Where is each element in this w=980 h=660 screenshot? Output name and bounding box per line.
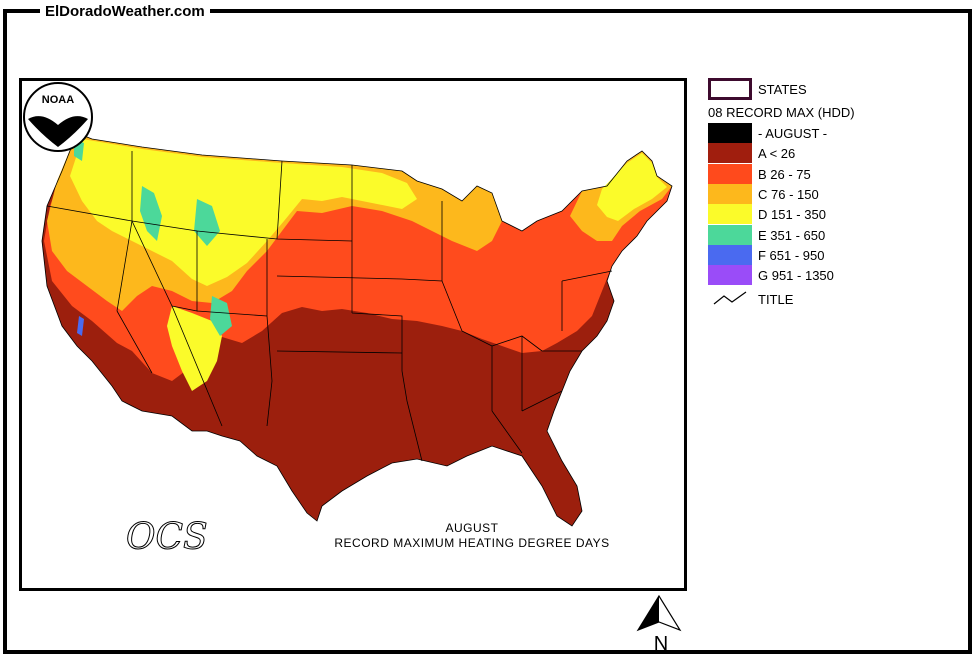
legend-swatch	[708, 265, 752, 286]
legend-label: B 26 - 75	[758, 166, 811, 182]
legend-heading: 08 RECORD MAX (HDD)	[708, 105, 855, 120]
outer-frame	[3, 9, 972, 654]
legend-title-label: TITLE	[758, 292, 794, 307]
noaa-logo: NOAA	[23, 82, 93, 152]
map-caption: AUGUST RECORD MAXIMUM HEATING DEGREE DAY…	[322, 521, 622, 551]
legend-item: F 651 - 950	[708, 244, 968, 265]
legend-swatch	[708, 143, 752, 164]
legend-item: D 151 - 350	[708, 204, 968, 225]
legend-swatch	[708, 224, 752, 245]
legend-label: - AUGUST -	[758, 126, 828, 141]
ocs-text: OCS	[126, 517, 209, 559]
legend-states-label: STATES	[758, 82, 807, 97]
legend-swatch	[708, 244, 752, 265]
title-line-icon	[713, 291, 747, 305]
us-map	[41, 132, 673, 527]
legend-swatch	[708, 123, 752, 143]
north-arrow-icon: N	[636, 594, 682, 654]
state-borders	[41, 132, 673, 527]
caption-line2: RECORD MAXIMUM HEATING DEGREE DAYS	[334, 536, 610, 550]
caption-line1: AUGUST	[445, 521, 499, 535]
zone-e	[74, 139, 232, 336]
legend-states-swatch	[708, 78, 752, 100]
legend-item: A < 26	[708, 143, 968, 164]
legend-item: B 26 - 75	[708, 163, 968, 184]
legend-item: - AUGUST -	[708, 123, 968, 143]
north-label: N	[654, 633, 668, 654]
zone-f	[77, 316, 84, 336]
legend-label: F 651 - 950	[758, 247, 825, 263]
legend-swatch	[708, 163, 752, 184]
legend-swatch	[708, 204, 752, 225]
legend-label: G 951 - 1350	[758, 268, 834, 284]
legend-item: G 951 - 1350	[708, 265, 968, 286]
legend-item: C 76 - 150	[708, 183, 968, 204]
legend-label: C 76 - 150	[758, 186, 819, 202]
legend-item: E 351 - 650	[708, 224, 968, 245]
zone-d	[70, 139, 667, 391]
legend-swatch	[708, 183, 752, 204]
legend-label: E 351 - 650	[758, 227, 826, 243]
map-panel: NOAA OCS AUGUST RECORD MAXIMUM HEATING D…	[19, 78, 687, 591]
noaa-logo-text: NOAA	[42, 94, 74, 106]
site-title: ElDoradoWeather.com	[40, 4, 210, 20]
legend-label: A < 26	[758, 146, 796, 162]
legend-label: D 151 - 350	[758, 207, 826, 223]
